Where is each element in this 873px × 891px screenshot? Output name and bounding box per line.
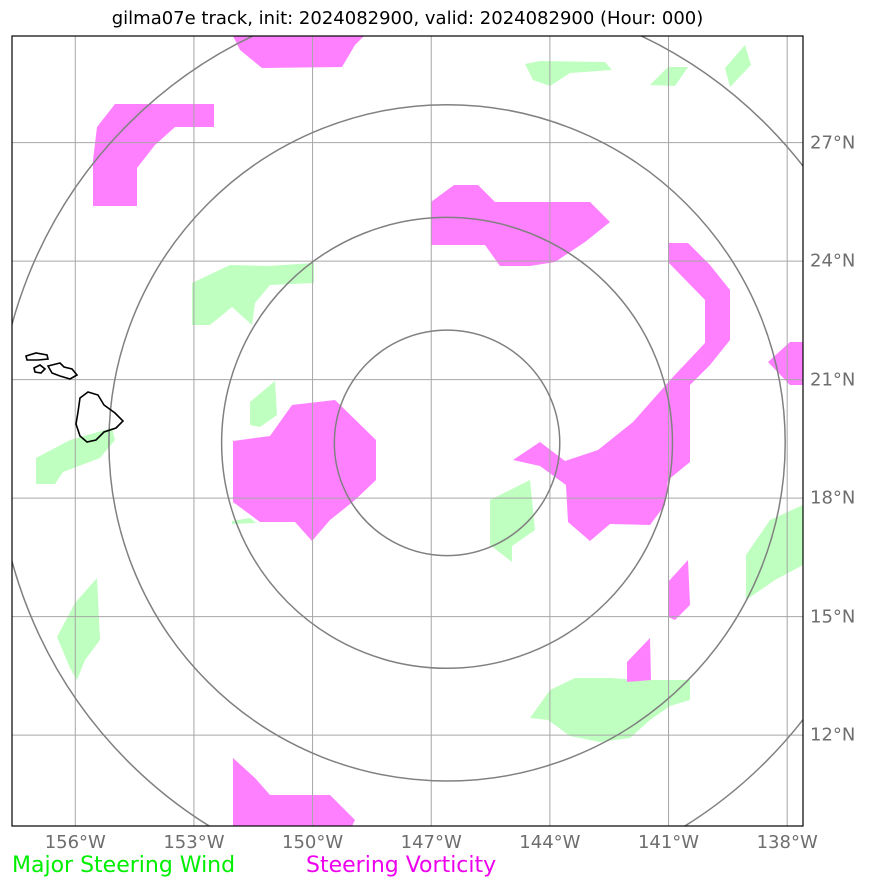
vorticity-patch [627, 638, 651, 682]
map-frame [11, 35, 804, 827]
latitude-label: 12°N [810, 724, 856, 746]
vorticity-patch [513, 243, 730, 541]
latitude-label: 27°N [810, 132, 856, 154]
range-ring [108, 103, 786, 782]
latitude-label: 15°N [810, 606, 856, 628]
wind-patch [57, 578, 100, 680]
longitude-label: 141°W [637, 832, 700, 853]
latitude-label: 24°N [810, 250, 856, 272]
wind-patch [192, 263, 314, 325]
longitude-label: 138°W [756, 832, 818, 853]
range-ring [333, 329, 561, 557]
wind-patch [530, 678, 690, 742]
latitude-label: 18°N [810, 487, 856, 509]
vorticity-patch [768, 342, 803, 385]
maui-molokai-islands [46, 362, 79, 380]
longitude-label: 156°W [44, 832, 106, 853]
legend-steering-wind: Major Steering Wind [12, 853, 236, 878]
big-island [75, 391, 125, 443]
hawaii-coastline [25, 352, 125, 443]
vorticity-patch [233, 400, 376, 541]
wind-patch [725, 45, 751, 87]
wind-patch [250, 381, 277, 427]
vorticity-patch [668, 560, 690, 620]
longitude-label: 153°W [163, 832, 225, 853]
vorticity-patch [233, 36, 364, 68]
legend-steering-vorticity: Steering Vorticity [306, 853, 497, 878]
range-ring [220, 216, 674, 670]
latitude-label: 21°N [810, 369, 856, 391]
wind-patch [525, 61, 612, 86]
oahu-island [33, 364, 47, 374]
steering-wind-layer [36, 45, 803, 742]
longitude-label: 150°W [282, 832, 344, 853]
map-title: gilma07e track, init: 2024082900, valid:… [111, 8, 704, 29]
wind-patch [232, 518, 256, 524]
kauai-island [25, 352, 50, 361]
wind-patch [746, 505, 803, 600]
vorticity-patch [233, 758, 355, 826]
vorticity-patch [93, 104, 214, 206]
graticule [12, 36, 803, 826]
steering-vorticity-layer [93, 36, 803, 826]
vorticity-patch [431, 185, 610, 266]
longitude-label: 147°W [400, 832, 462, 853]
longitude-label: 144°W [519, 832, 581, 853]
